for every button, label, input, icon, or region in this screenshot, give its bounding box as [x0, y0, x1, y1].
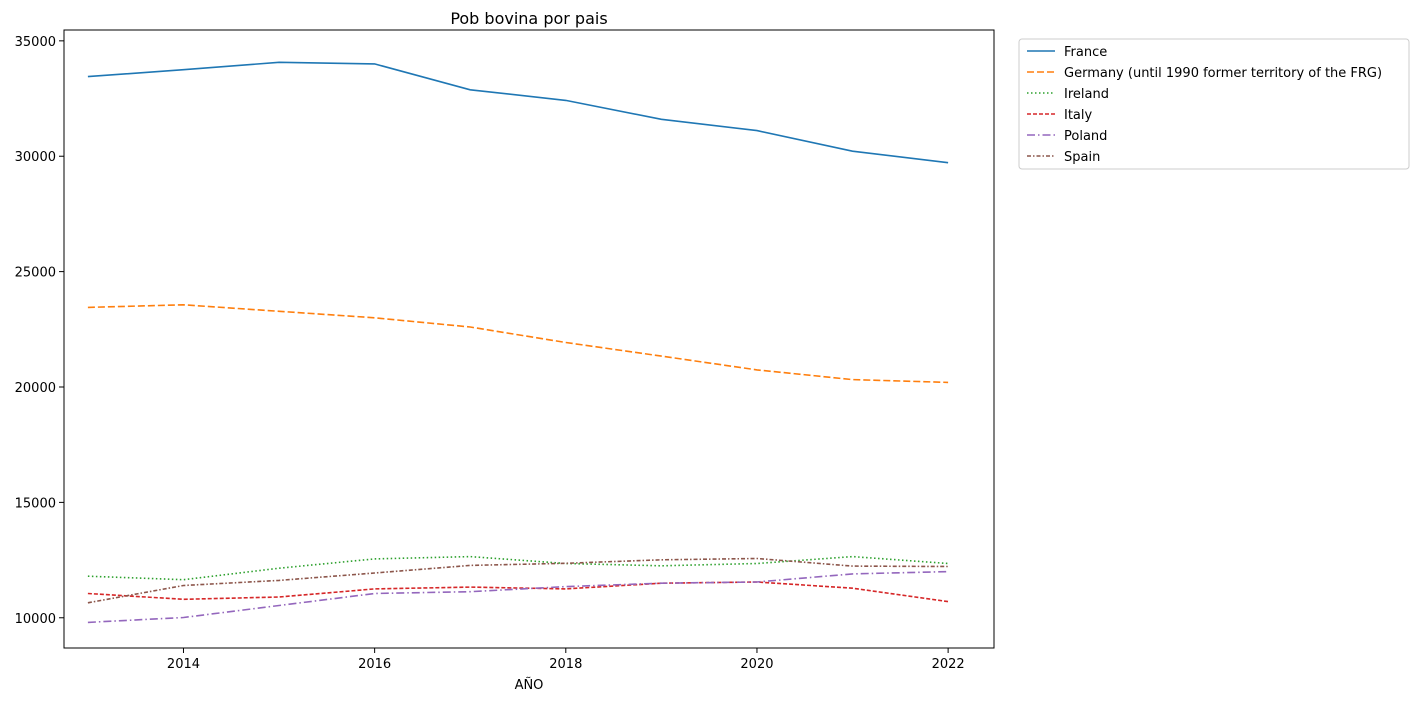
series-line-5 [87, 570, 949, 624]
x-axis-label: AÑO [515, 677, 544, 693]
legend-label: France [1064, 45, 1107, 60]
y-tick-label: 30000 [15, 150, 56, 165]
x-tick-label: 2016 [358, 657, 391, 672]
x-tick-label: 2014 [167, 657, 200, 672]
legend-frame [1018, 38, 1410, 170]
series-line-4 [87, 581, 949, 603]
y-axis: 10000 15000 20000 25000 30000 35000 [15, 35, 64, 627]
y-tick-label: 35000 [15, 35, 56, 50]
x-tick-label: 2020 [740, 657, 773, 672]
legend-label: Ireland [1064, 87, 1109, 102]
x-tick-label: 2022 [932, 657, 965, 672]
series-lines [87, 61, 949, 624]
chart-title: Pob bovina por pais [450, 9, 607, 28]
legend-label: Poland [1064, 129, 1107, 144]
plot-area [63, 29, 995, 649]
legend: France Germany (until 1990 former territo… [1018, 38, 1410, 170]
legend-label: Italy [1064, 108, 1093, 123]
x-axis: 2014 2016 2018 2020 2022 [167, 648, 965, 672]
y-tick-label: 25000 [15, 266, 56, 281]
legend-label: Spain [1064, 150, 1100, 165]
legend-label: Germany (until 1990 former territory of … [1064, 66, 1382, 81]
series-line-1 [87, 61, 949, 164]
series-line-2 [87, 303, 949, 384]
x-tick-label: 2018 [549, 657, 582, 672]
y-tick-label: 20000 [15, 381, 56, 396]
series-line-6 [87, 557, 949, 604]
y-tick-label: 15000 [15, 496, 56, 511]
y-tick-label: 10000 [15, 612, 56, 627]
